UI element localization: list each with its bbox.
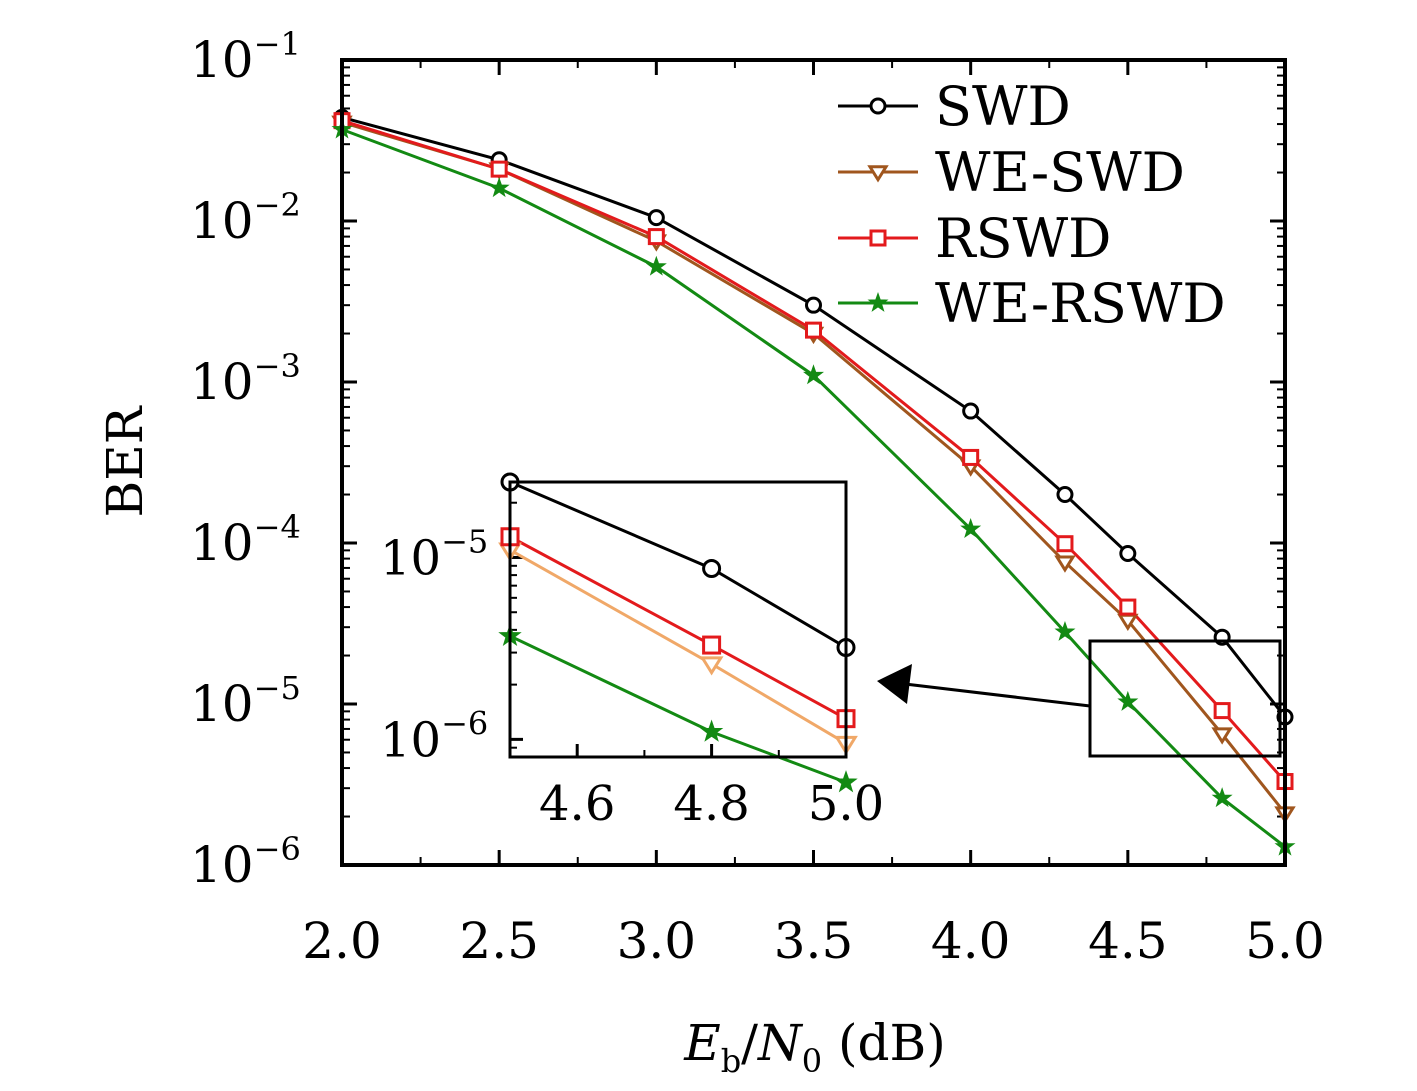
inset-data-point-we-rswd xyxy=(834,770,858,793)
data-point-we-rswd xyxy=(1054,620,1076,641)
legend-label-swd: SWD xyxy=(935,75,1071,138)
zoom-region-box xyxy=(1088,639,1282,758)
legend-marker-we-swd xyxy=(867,165,889,183)
data-point-swd xyxy=(647,209,665,227)
zoom-arrow-head xyxy=(877,664,912,704)
x-axis-label-slash: / xyxy=(741,1014,758,1072)
data-point-rswd xyxy=(1119,598,1137,616)
data-point-rswd xyxy=(1213,702,1231,720)
y-tick-label: 10−2 xyxy=(190,186,301,250)
y-tick-label: 10−4 xyxy=(190,508,301,572)
plot-frame xyxy=(340,58,1287,867)
x-tick-label: 4.0 xyxy=(931,912,1011,970)
inset-frame xyxy=(508,480,848,759)
data-point-rswd xyxy=(647,228,665,246)
data-point-we-swd xyxy=(1211,727,1233,745)
inset-y-tick-label: 10−6 xyxy=(380,704,488,768)
inset-x-tick-label: 4.8 xyxy=(673,776,749,832)
inset-data-point-rswd xyxy=(702,635,722,655)
x-tick-label: 2.0 xyxy=(302,912,382,970)
inset-y-tick-label: 10−5 xyxy=(380,522,488,586)
x-axis-label: Eb/N0 (dB) xyxy=(683,1014,946,1080)
inset-x-tick-label: 4.6 xyxy=(539,776,615,832)
inset-data-point-swd xyxy=(702,558,722,578)
x-tick-label: 2.5 xyxy=(459,912,539,970)
data-point-we-rswd xyxy=(1117,690,1139,711)
y-tick-label: 10−1 xyxy=(190,25,301,89)
legend-marker-we-rswd xyxy=(867,291,889,312)
legend-label-we-swd: WE-SWD xyxy=(935,141,1185,204)
y-axis-label: BER xyxy=(96,405,154,517)
x-tick-label: 3.5 xyxy=(774,912,854,970)
data-point-rswd xyxy=(805,321,822,339)
data-point-swd xyxy=(962,402,980,420)
data-point-we-rswd xyxy=(645,255,667,276)
legend-marker-swd xyxy=(869,97,887,115)
zoom-arrow-line xyxy=(904,682,1091,708)
data-point-swd xyxy=(1056,486,1074,504)
data-point-we-rswd xyxy=(488,177,510,198)
x-tick-label: 4.5 xyxy=(1088,912,1168,970)
y-tick-label: 10−5 xyxy=(190,669,301,733)
data-point-swd xyxy=(1119,545,1137,563)
x-tick-label: 5.0 xyxy=(1245,912,1325,970)
legend-marker-rswd xyxy=(869,229,887,247)
x-axis-label-E: E xyxy=(683,1014,721,1072)
main-plot: 10−110−210−310−410−510−62.0 2.5 3.0 3.5 4.0 4… xyxy=(190,25,1325,970)
y-tick-label: 10−3 xyxy=(190,347,301,411)
data-point-we-swd xyxy=(1054,555,1076,573)
data-point-we-rswd xyxy=(803,364,824,385)
x-axis-label-N: N xyxy=(757,1014,804,1072)
x-tick-label: 3.0 xyxy=(617,912,697,970)
data-point-we-rswd xyxy=(1211,787,1233,808)
inset-data-point-we-swd xyxy=(699,656,724,676)
x-axis-label-unit: (dB) xyxy=(822,1014,946,1072)
legend-label-rswd: RSWD xyxy=(935,207,1111,270)
data-point-swd xyxy=(805,296,822,314)
y-tick-label: 10−6 xyxy=(190,830,301,894)
data-point-rswd xyxy=(490,160,508,178)
x-axis-label-sub-b: b xyxy=(721,1042,741,1080)
data-point-we-rswd xyxy=(960,518,982,539)
x-axis-label-sub-0: 0 xyxy=(802,1042,822,1080)
inset-plot: 10−510−64.6 4.8 5.0 xyxy=(380,472,884,832)
data-point-rswd xyxy=(962,448,980,466)
legend-label-we-rswd: WE-RSWD xyxy=(935,272,1226,335)
inset-data-point-we-rswd xyxy=(699,719,724,742)
data-point-rswd xyxy=(1056,535,1074,553)
